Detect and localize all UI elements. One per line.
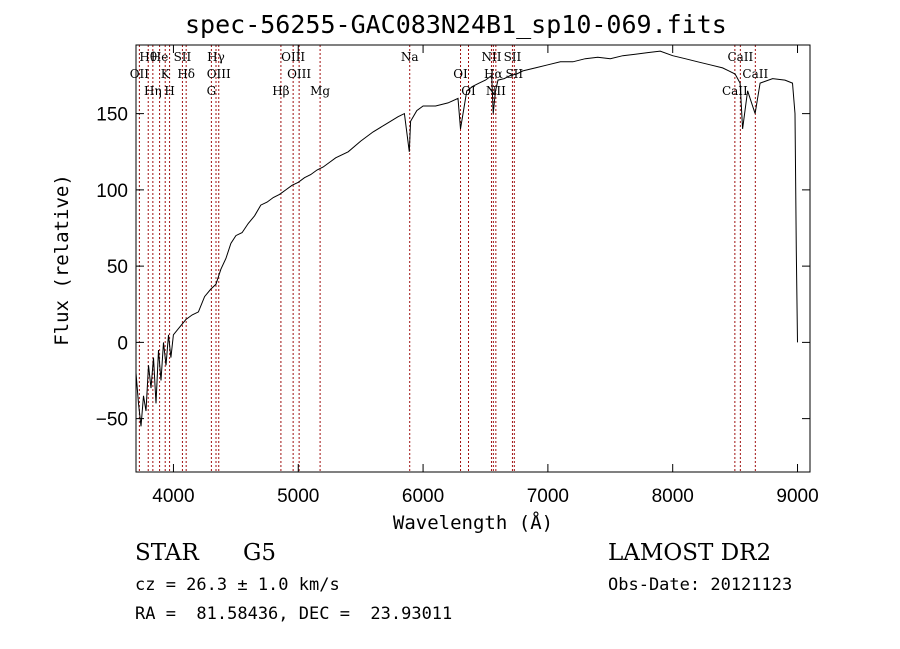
spectral-line-label: OIII [287,67,311,81]
spectral-line-label: Mg [310,84,330,98]
spectral-line-label: Hγ [207,50,225,64]
spectrum-series-line [135,50,798,427]
redshift-velocity: cz = 26.3 ± 1.0 km/s [135,575,340,595]
spectral-line-label: OIII [207,67,231,81]
spectral-line-label: He [151,50,169,64]
spectral-line-label: OII [130,67,150,81]
y-axis-ticks: −50 0 50 100 150 [96,105,810,431]
spectral-line-label: CaII [727,50,753,64]
x-axis-ticks: 4000 5000 6000 7000 8000 9000 [152,45,819,507]
spectral-line-label: CaII [722,84,748,98]
y-tick-label: 100 [96,181,128,202]
object-subclass: G5 [243,540,277,566]
spectral-line-label: Hδ [177,67,195,81]
y-tick-label: −50 [96,410,128,431]
spectral-line-label: SII [174,50,192,64]
spectral-line-label: H [164,84,174,98]
spectral-line-label: Hη [144,84,162,98]
spectral-line-label: SII [504,50,522,64]
spectral-line-label: NII [481,50,501,64]
spectral-line-label: Hβ [272,84,289,98]
spectral-line-label: CaII [742,67,768,81]
x-tick-label: 7000 [527,486,569,507]
spectral-line-label: K [161,67,171,81]
x-tick-label: 5000 [277,486,319,507]
x-tick-label: 8000 [652,486,694,507]
y-tick-label: 50 [107,257,128,278]
spectral-line-label: OI [461,84,476,98]
object-class: STAR [135,540,199,566]
y-axis-label: Flux (relative) [51,174,73,346]
x-tick-label: 6000 [402,486,444,507]
spectral-line-label: G [207,84,217,98]
observation-date: Obs-Date: 20121123 [608,575,793,595]
spectral-line-label: OIII [281,50,305,64]
y-tick-label: 0 [117,333,128,354]
survey-name: LAMOST DR2 [608,540,772,566]
chart-title: spec-56255-GAC083N24B1_sp10-069.fits [185,10,727,39]
y-tick-label: 150 [96,105,128,126]
sky-coordinates: RA = 81.58436, DEC = 23.93011 [135,604,453,624]
spectral-line-label: SII [505,67,523,81]
spectral-line-labels: Hθ OII Hη He KH SII Hδ G Hγ OIII Hβ OIII OIII Mg Na OI O… [130,50,769,98]
x-tick-label: 4000 [152,486,194,507]
spectral-line-markers [138,45,756,472]
spectral-line-label: Hθ [139,50,157,64]
x-axis-label: Wavelength (Å) [393,511,553,534]
x-tick-label: 9000 [776,486,818,507]
plot-frame [135,44,811,473]
spectral-line-label: OI [453,67,468,81]
spectral-line-label: Na [401,50,419,64]
